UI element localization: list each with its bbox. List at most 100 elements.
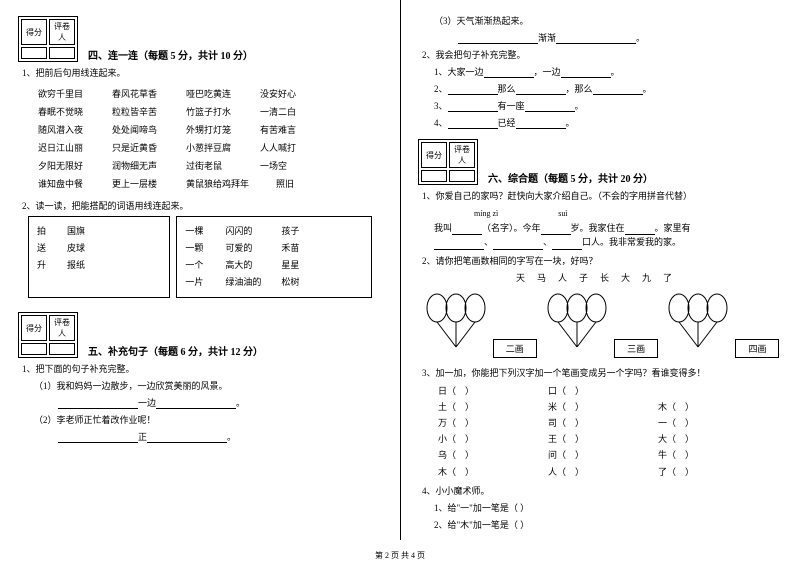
ch: 九 [642,273,663,283]
g: 一（ [658,415,676,431]
blank [541,224,571,235]
blank [516,84,566,95]
t: 2、 [434,84,448,94]
blank [525,101,575,112]
blank [58,432,138,443]
q6-1: 1、你爱自己的家吗？赶快向大家介绍自己。（不会的字用拼音代替） [422,189,782,202]
idiom: 谁知盘中餐 [38,175,112,193]
py: míng zì [474,209,498,218]
t: 。家里有 [655,223,691,233]
c2: 可爱的 [225,240,281,257]
q4-1: 1、把前后句用线连起来。 [22,66,382,79]
l4: 4、已经。 [434,116,782,129]
g: ） [575,431,584,447]
blank [493,239,543,250]
q4-2: 2、读一读，把能搭配的词语用线连起来。 [22,199,382,212]
idiom: 外甥打灯笼 [186,121,260,139]
g: 土（ [438,399,456,415]
idiom: 过街老鼠 [186,157,260,175]
section5-title: 五、补充句子（每题 6 分，共计 12 分） [88,343,263,358]
idiom: 一场空 [260,157,334,175]
g: ） [685,399,694,415]
t: 。 [575,101,584,111]
ch: 马 [537,273,558,283]
blank [458,33,538,44]
idiom: 更上一层楼 [112,175,186,193]
blank [448,101,498,112]
q5-1-1b: 一边。 [58,396,382,409]
c2: 闪闪的 [225,223,281,240]
q5-1: 1、把下面的句子补充完整。 [22,362,382,375]
g: 大（ [658,431,676,447]
l1: 1、大家一边，一边。 [434,65,782,78]
t: ，一边 [534,67,561,77]
idiom: 处处闻啼鸟 [112,121,186,139]
l3: 3、有一座。 [434,99,782,112]
idiom: 欲穷千里目 [38,85,112,103]
blank [58,398,138,409]
score-box-4: 得分评卷人 [18,16,78,62]
g: ） [465,415,474,431]
blank [556,33,636,44]
g: ） [575,415,584,431]
g: ） [465,447,474,463]
t: 口人。我非常爱我的家。 [582,237,681,247]
g: 人（ [548,464,566,480]
score-label: 得分 [21,315,47,341]
txt: 正 [138,432,147,442]
c2: 绿油油的 [225,274,281,291]
ch: 了 [663,273,684,283]
g: 米（ [548,399,566,415]
blank [452,224,482,235]
match-right: 一棵闪闪的孩子 一颗可爱的禾苗 一个高大的星星 一片绿油油的松树 [176,216,372,298]
blank [593,84,643,95]
ml: 送 [37,240,67,257]
q5-1-3: （3）天气渐渐热起来。 [434,14,782,27]
py: suì [558,209,567,218]
txt: 一边 [138,398,156,408]
t: ，那么 [566,84,593,94]
idiom: 照旧 [276,175,350,193]
balloon-icon [663,292,733,352]
match-boxes: 拍国旗 送皮球 升报纸 一棵闪闪的孩子 一颗可爱的禾苗 一个高大的星星 一片绿油… [28,216,372,298]
balloon-group-1: 二画 [421,292,537,358]
g: 万（ [438,415,456,431]
q6-2: 2、请你把笔画数相同的字写在一块，好吗？ [422,254,782,267]
g: ） [465,383,474,399]
g: 小（ [438,431,456,447]
score-cell [21,343,47,355]
score-cell [421,170,447,182]
g: 木（ [658,399,676,415]
q6-3: 3、加一加，你能把下列汉字加一个笔画变成另一个字吗？看谁变得多！ [422,366,782,379]
idiom: 竹篮子打水 [186,103,260,121]
grader-cell [449,170,475,182]
c3: 孩子 [281,226,299,236]
ml: 拍 [37,223,67,240]
idiom: 粒粒皆辛苦 [112,103,186,121]
g: ） [575,464,584,480]
g: 乌（ [438,447,456,463]
t: 。 [611,67,620,77]
q5-1-2b: 正。 [58,430,382,443]
g: ） [575,447,584,463]
c1: 一个 [185,257,225,274]
t: 。 [643,84,652,94]
balloon-label: 三画 [614,339,658,358]
c3: 星星 [281,260,299,270]
g: ） [465,431,474,447]
balloon-label: 二画 [493,339,537,358]
blank [484,67,534,78]
char-row: 天马人子长大九了 [418,271,782,284]
score-label: 得分 [21,19,47,45]
blank [516,118,566,129]
section4-title: 四、连一连（每题 5 分，共计 10 分） [88,47,253,62]
g: 司（ [548,415,566,431]
q5-2: 2、我会把句子补充完整。 [422,48,782,61]
grader-label: 评卷人 [449,142,475,168]
balloon-label: 四画 [735,339,779,358]
grader-label: 评卷人 [49,315,75,341]
idiom: 没安好心 [260,85,334,103]
section5-head: 得分评卷人 五、补充句子（每题 6 分，共计 12 分） [18,312,382,358]
balloon-icon [542,292,612,352]
q6-1-body: míng zìsuì 我叫（名字）。今年岁。我家住在。家里有 、、口人。我非常爱… [434,206,782,250]
